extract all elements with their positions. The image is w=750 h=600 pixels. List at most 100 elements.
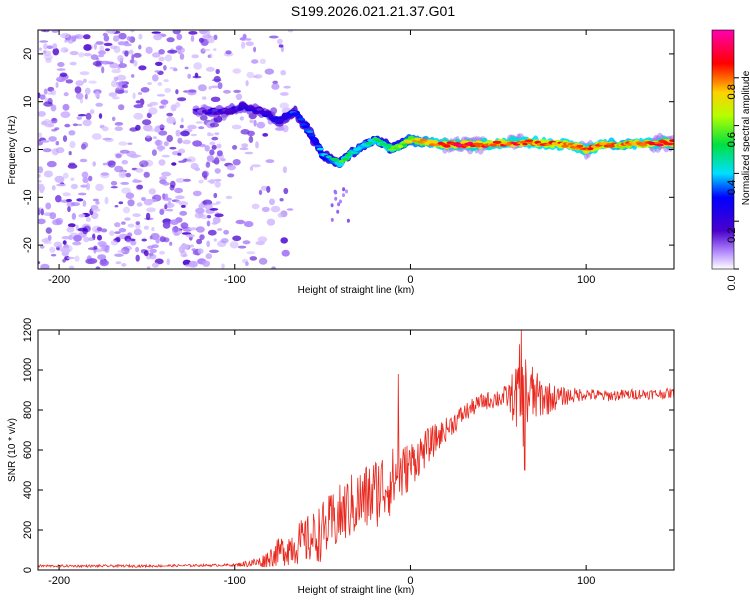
noise-blob (130, 30, 135, 33)
noise-blob (148, 107, 158, 115)
noise-blob (106, 30, 117, 34)
noise-blob (43, 43, 48, 50)
noise-blob (151, 149, 157, 157)
spectrogram-y-axis-label: Frequency (Hz) (7, 116, 18, 185)
noise-blob (214, 180, 221, 188)
noise-blob (213, 48, 217, 51)
noise-blob (158, 159, 166, 166)
noise-blob (214, 168, 221, 174)
noise-blob (167, 49, 178, 54)
noise-blob (206, 220, 211, 227)
noise-blob (121, 263, 127, 267)
ridge-segment (344, 153, 351, 157)
noise-blob (149, 235, 153, 240)
noise-blob (182, 139, 191, 145)
ridge-segment (454, 142, 461, 145)
noise-blob (89, 109, 95, 115)
ridge-segment (308, 134, 316, 137)
noise-blob (147, 82, 153, 85)
noise-blob (174, 187, 184, 194)
colorbar-ticks: 0.0 0.2 0.4 0.6 0.8 (726, 77, 739, 291)
noise-blob (198, 37, 205, 43)
noise-blob (66, 256, 75, 260)
noise-blob (79, 98, 84, 104)
noise-blob (116, 74, 127, 81)
noise-blob (180, 250, 187, 258)
noise-blob (156, 94, 166, 97)
noise-blob (178, 201, 188, 207)
y-tick-label: 1200 (22, 318, 34, 342)
noise-blob (113, 35, 120, 42)
noise-blob (145, 46, 153, 54)
noise-blob (220, 238, 229, 244)
noise-blob (183, 178, 191, 182)
noise-blob (72, 241, 82, 246)
noise-blob (98, 241, 107, 249)
noise-blob (185, 234, 195, 238)
noise-blob (138, 44, 142, 50)
noise-blob (135, 168, 144, 173)
noise-blob (83, 52, 92, 57)
noise-blob (211, 136, 219, 141)
noise-blob (209, 249, 219, 253)
spectrogram-y-ticks: -20 -10 0 10 20 (22, 48, 674, 253)
noise-blob (114, 165, 124, 173)
noise-blob (114, 222, 121, 228)
ridge-segment (204, 111, 213, 115)
ridge-segment (302, 125, 310, 128)
noise-blob (117, 250, 125, 253)
noise-blob (133, 60, 138, 67)
noise-blob (161, 171, 172, 177)
noise-blob (148, 188, 156, 195)
noise-blob (255, 241, 265, 246)
noise-blob (102, 137, 112, 141)
noise-blob (149, 248, 157, 254)
y-tick-label: 200 (22, 521, 34, 539)
noise-blob (115, 86, 125, 94)
noise-blob (202, 260, 211, 267)
noise-blob (38, 111, 46, 117)
noise-blob (251, 164, 261, 168)
noise-blob (136, 184, 143, 190)
noise-blob (60, 247, 71, 254)
x-tick-label: 0 (407, 575, 413, 587)
y-tick-label: 0 (22, 567, 34, 573)
noise-blob (180, 204, 186, 208)
noise-blob (180, 117, 184, 123)
noise-blob (55, 141, 60, 146)
noise-blob (62, 135, 68, 143)
noise-blob (121, 187, 131, 194)
noise-blob (81, 142, 89, 149)
noise-blob (179, 53, 185, 60)
noise-blob (100, 228, 108, 233)
noise-blob (277, 212, 284, 218)
noise-blob (51, 117, 58, 124)
noise-blob (118, 141, 128, 146)
ridge-segment (267, 113, 273, 117)
y-tick-label: 600 (22, 441, 34, 459)
noise-blob (66, 226, 75, 233)
noise-blob (282, 166, 287, 174)
noise-blob (125, 192, 135, 199)
noise-blob (95, 102, 103, 107)
ridge-segment (341, 157, 350, 161)
noise-blob (181, 244, 189, 250)
noise-blob (132, 213, 141, 218)
noise-blob (82, 200, 87, 207)
noise-blob (198, 126, 205, 130)
noise-blob (170, 180, 176, 188)
ridge-segment (306, 130, 314, 134)
ridge-segment (298, 117, 305, 121)
noise-blob (206, 240, 211, 248)
noise-blob (187, 73, 192, 79)
noise-blob (98, 113, 103, 119)
snr-y-axis-label: SNR (10 * v/v) (7, 418, 18, 482)
ridge-segment (667, 142, 674, 146)
noise-blob (251, 203, 260, 210)
noise-blob (175, 200, 181, 204)
noise-blob (165, 193, 169, 201)
noise-blob (175, 129, 181, 137)
x-tick-label: 0 (407, 274, 413, 286)
noise-blob (210, 96, 221, 103)
noise-blob (235, 93, 243, 101)
